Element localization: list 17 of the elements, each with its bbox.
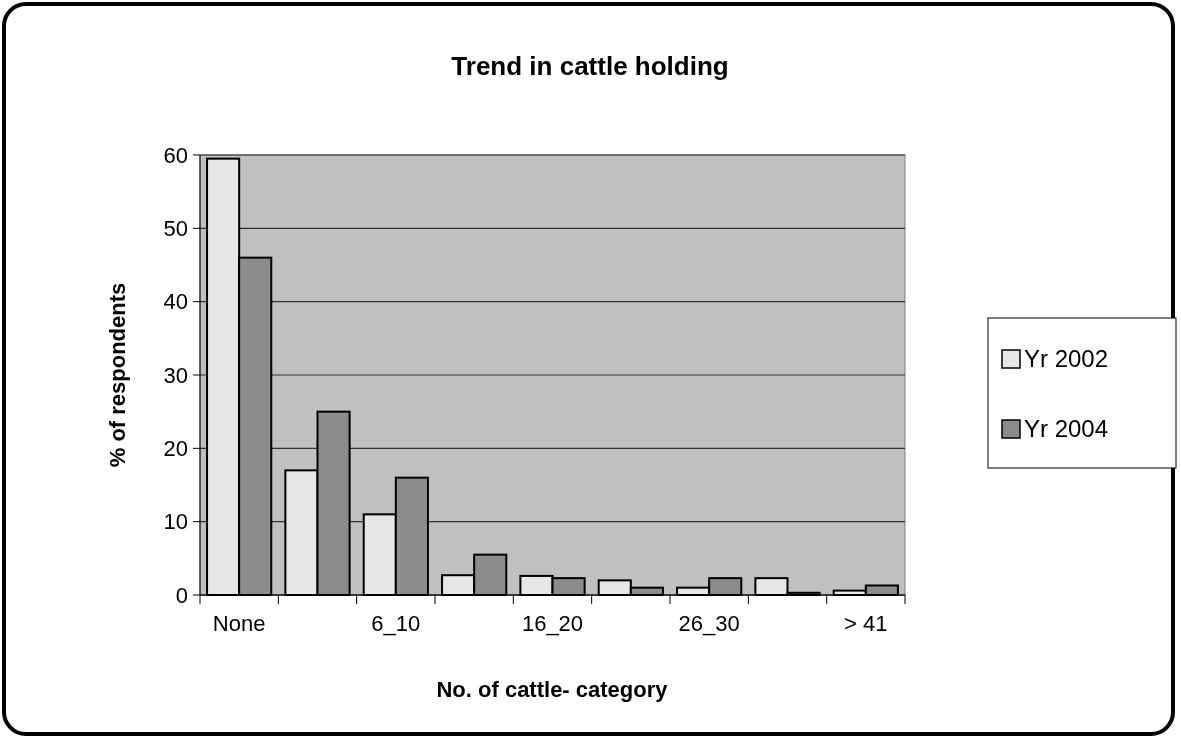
x-tick-label: 16_20	[521, 611, 584, 636]
y-axis-title: % of respondents	[105, 282, 130, 468]
y-tick-label: 10	[163, 509, 188, 535]
y-tick-label: 50	[163, 216, 188, 242]
y-tick-label: 40	[163, 289, 188, 315]
chart-title: Trend in cattle holding	[451, 51, 729, 81]
y-tick-label: 30	[163, 362, 188, 388]
y-tick-label: 20	[163, 436, 188, 462]
legend-label: Yr 2004	[1024, 415, 1109, 443]
x-axis-title: No. of cattle- category	[436, 677, 669, 702]
y-tick-label: 60	[163, 142, 188, 168]
legend-label: Yr 2002	[1024, 345, 1109, 373]
x-tick-label: > 41	[844, 611, 888, 636]
y-tick-label: 0	[175, 582, 188, 608]
x-tick-label: None	[212, 611, 266, 636]
x-tick-label: 6_10	[371, 611, 421, 636]
x-tick-label: 26_30	[678, 611, 740, 636]
